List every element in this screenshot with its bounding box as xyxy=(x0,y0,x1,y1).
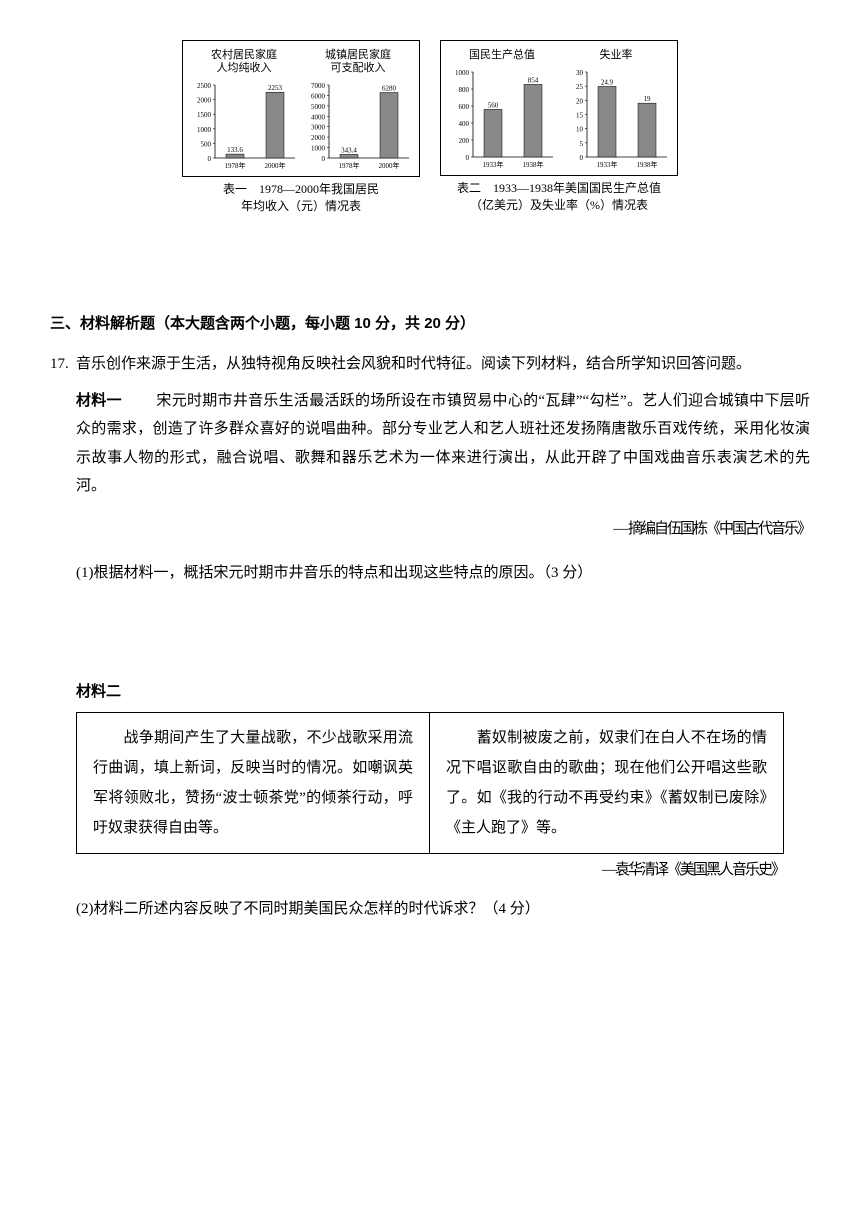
svg-text:2000年: 2000年 xyxy=(265,161,286,170)
svg-text:10: 10 xyxy=(576,126,584,134)
q17-intro-row: 17. 音乐创作来源于生活，从独特视角反映社会风貌和时代特征。阅读下列材料，结合… xyxy=(50,350,810,379)
material1-label: 材料一 xyxy=(76,393,122,409)
q17-intro: 音乐创作来源于生活，从独特视角反映社会风貌和时代特征。阅读下列材料，结合所学知识… xyxy=(76,350,810,379)
svg-text:15: 15 xyxy=(576,112,584,120)
svg-text:30: 30 xyxy=(576,69,584,77)
svg-text:20: 20 xyxy=(576,98,584,106)
svg-text:0: 0 xyxy=(208,155,212,163)
svg-text:2000: 2000 xyxy=(311,135,326,143)
chart-svg-unemployment: 0 5 10 15 20 25 30 24.9 1933年 19 1938年 xyxy=(561,64,671,171)
chart-group-left: 农村居民家庭 人均纯收入 0 500 1000 1500 2000 2500 133.6 19… xyxy=(182,40,420,215)
material2-label-row: 材料二 xyxy=(76,678,810,707)
q17-sub1: (1)根据材料一，概括宋元时期市井音乐的特点和出现这些特点的原因。（3 分） xyxy=(76,559,810,588)
chart-svg-gnp: 0 200 400 600 800 1000 560 1933年 854 1938年 xyxy=(447,64,557,171)
svg-text:24.9: 24.9 xyxy=(601,79,614,87)
material1-source: — 摘编自伍国栋《中国古代音乐》 xyxy=(76,515,810,544)
chart-pair-right: 国民生产总值 020040060080010005601933年8541938年… xyxy=(440,40,678,176)
svg-text:133.6: 133.6 xyxy=(227,146,243,154)
svg-text:3000: 3000 xyxy=(311,124,326,132)
svg-text:854: 854 xyxy=(528,77,539,85)
svg-text:1933年: 1933年 xyxy=(597,160,618,169)
chart-title-1a: 农村居民家庭 xyxy=(211,49,277,61)
svg-text:5: 5 xyxy=(580,140,584,148)
chart-rural: 农村居民家庭 人均纯收入 0 500 1000 1500 2000 2500 133.6 19… xyxy=(189,49,299,172)
chart-svg-rural: 0 500 1000 1500 2000 2500 133.6 1978年 2253 2000年 xyxy=(189,77,299,172)
material2-source: —袁华清译《美国黑人音乐史》 xyxy=(76,856,784,885)
svg-text:600: 600 xyxy=(459,103,470,111)
svg-text:7000: 7000 xyxy=(311,82,326,90)
svg-text:200: 200 xyxy=(459,137,470,145)
q17-num: 17. xyxy=(50,350,76,379)
chart-urban: 城镇居民家庭 可支配收入 0 1000 2000 3000 4000 5000 6000 70… xyxy=(303,49,413,172)
material1-block: 材料一 宋元时期市井音乐生活最活跃的场所设在市镇贸易中心的“瓦肆”“勾栏”。艺人… xyxy=(76,387,810,501)
charts-row: 农村居民家庭 人均纯收入 05001000150020002500133.619… xyxy=(50,40,810,215)
chart-group-right: 国民生产总值 020040060080010005601933年8541938年… xyxy=(440,40,678,215)
chart-title-2b: 可支配收入 xyxy=(331,62,386,74)
material2-right-cell: 蓄奴制被废之前，奴隶们在白人不在场的情况下唱讴歌自由的歌曲；现在他们公开唱这些歌… xyxy=(430,713,783,853)
svg-text:2000: 2000 xyxy=(197,97,212,105)
material2-label: 材料二 xyxy=(76,684,121,700)
chart-title-2a: 城镇居民家庭 xyxy=(325,49,391,61)
chart-unemployment: 失业率 0 5 10 15 20 25 30 24.9 1933年 19 1938年 xyxy=(561,49,671,171)
svg-text:2500: 2500 xyxy=(197,82,212,90)
svg-text:25: 25 xyxy=(576,83,584,91)
svg-text:0: 0 xyxy=(322,155,326,163)
svg-text:400: 400 xyxy=(459,120,470,128)
svg-text:5000: 5000 xyxy=(311,103,326,111)
material2-table: 战争期间产生了大量战歌，不少战歌采用流行曲调，填上新词，反映当时的情况。如嘲讽英… xyxy=(76,712,784,854)
material1-text: 宋元时期市井音乐生活最活跃的场所设在市镇贸易中心的“瓦肆”“勾栏”。艺人们迎合城… xyxy=(76,393,810,495)
q17-sub2: (2)材料二所述内容反映了不同时期美国民众怎样的时代诉求？（4 分） xyxy=(76,895,810,924)
svg-text:2253: 2253 xyxy=(268,85,283,93)
section-title: 三、材料解析题（本大题含两个小题，每小题 10 分，共 20 分） xyxy=(50,310,810,339)
svg-text:6000: 6000 xyxy=(311,93,326,101)
svg-text:1978年: 1978年 xyxy=(339,161,360,170)
chart-pair-left: 农村居民家庭 人均纯收入 0 500 1000 1500 2000 2500 133.6 19… xyxy=(182,40,420,177)
svg-text:1938年: 1938年 xyxy=(637,160,658,169)
svg-text:1938年: 1938年 xyxy=(523,160,544,169)
svg-text:1933年: 1933年 xyxy=(483,160,504,169)
svg-text:560: 560 xyxy=(488,102,499,110)
chart-caption-right: 表二 1933—1938年美国国民生产总值 （亿美元）及失业率（%）情况表 xyxy=(457,180,661,214)
svg-text:0: 0 xyxy=(580,154,584,162)
material2-left-cell: 战争期间产生了大量战歌，不少战歌采用流行曲调，填上新词，反映当时的情况。如嘲讽英… xyxy=(77,713,430,853)
chart-gnp: 国民生产总值 0 200 400 600 800 1000 560 1933年 854 1938年 xyxy=(447,49,557,171)
svg-text:343.4: 343.4 xyxy=(341,147,357,155)
chart-caption-left: 表一 1978—2000年我国居民 年均收入（元）情况表 xyxy=(223,181,379,215)
svg-text:1978年: 1978年 xyxy=(225,161,246,170)
svg-text:19: 19 xyxy=(644,95,652,103)
chart-title-3: 国民生产总值 xyxy=(469,49,535,61)
chart-title-4: 失业率 xyxy=(600,49,633,61)
chart-title-1b: 人均纯收入 xyxy=(217,62,272,74)
chart-svg-urban: 0 1000 2000 3000 4000 5000 6000 7000 343.4 1978年 6… xyxy=(303,77,413,172)
svg-text:4000: 4000 xyxy=(311,114,326,122)
svg-text:1000: 1000 xyxy=(455,69,470,77)
svg-text:0: 0 xyxy=(466,154,470,162)
svg-text:1000: 1000 xyxy=(197,126,212,134)
svg-text:800: 800 xyxy=(459,86,470,94)
svg-text:1000: 1000 xyxy=(311,145,326,153)
svg-text:500: 500 xyxy=(201,141,212,149)
svg-text:2000年: 2000年 xyxy=(379,161,400,170)
svg-text:6280: 6280 xyxy=(382,85,397,93)
svg-text:1500: 1500 xyxy=(197,112,212,120)
